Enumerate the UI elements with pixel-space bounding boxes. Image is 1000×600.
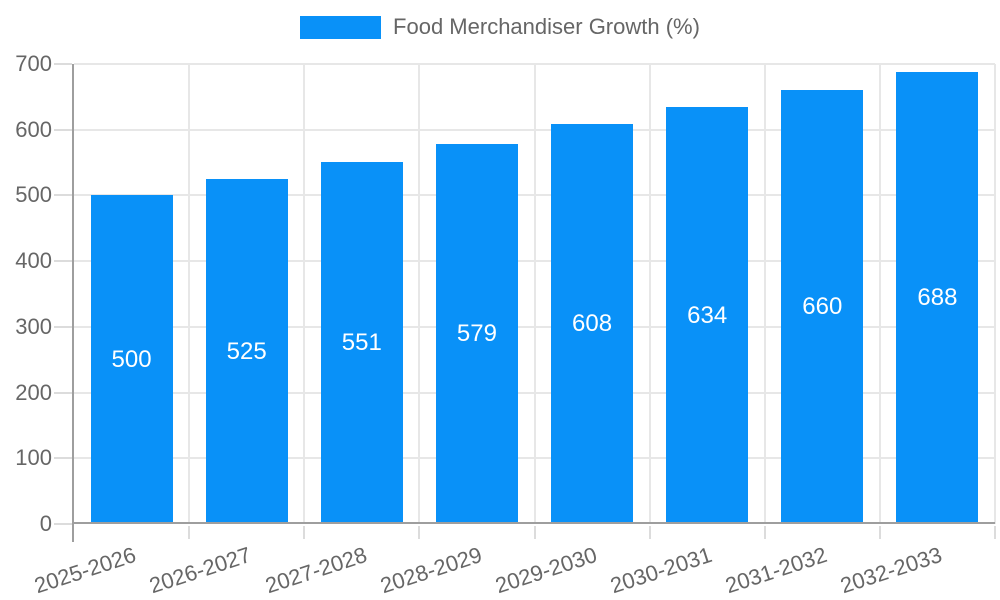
bar-2025-2026[interactable] [90,195,173,524]
x-tick-8 [994,526,996,539]
x-tick-4 [533,526,536,539]
x-axis-label-2025-2026: 2025-2026 [31,542,140,599]
y-axis-label-500: 500 [15,182,52,208]
x-axis-label-2026-2027: 2026-2027 [146,542,255,599]
gridline-x-2 [303,64,306,524]
plot-area: 0 100 200 300 400 500 600 700 500 525 551 579 608 634… [15,51,996,598]
gridline-x-4 [533,64,536,524]
y-axis-label-600: 600 [15,116,52,142]
bar-2030-2031[interactable] [666,107,749,524]
bar-value-2030-2031: 634 [687,301,728,329]
x-axis-line [72,522,995,524]
gridline-x-6 [763,64,766,524]
bar-value-2026-2027: 525 [226,337,267,365]
x-axis-label-2030-2031: 2030-2031 [607,542,715,599]
bar-2027-2028[interactable] [320,161,403,524]
x-tick-1 [188,526,191,539]
bar-2031-2032[interactable] [781,90,864,524]
bar-2028-2029[interactable] [435,143,518,524]
x-tick-7 [878,526,881,539]
gridline-x-3 [418,64,421,524]
legend[interactable]: Food Merchandiser Growth (%) [0,14,1000,40]
x-tick-3 [418,526,421,539]
y-axis-line [72,64,74,542]
bar-value-2032-2033: 688 [917,283,958,311]
x-axis-label-2027-2028: 2027-2028 [261,542,370,599]
gridline-x-5 [648,64,651,524]
x-tick-6 [763,526,766,539]
bar-value-2027-2028: 551 [341,328,382,356]
y-axis-label-700: 700 [15,51,52,76]
x-axis-label-2032-2033: 2032-2033 [837,542,946,599]
y-tick-300 [54,325,72,328]
y-tick-100 [54,457,72,460]
bar-value-2029-2030: 608 [572,310,613,338]
legend-label: Food Merchandiser Growth (%) [393,14,700,39]
gridline-x-7 [878,64,881,524]
bar-2032-2033[interactable] [896,71,979,524]
y-tick-500 [54,194,72,197]
y-tick-0 [54,523,72,525]
y-axis-label-400: 400 [15,248,52,274]
y-tick-200 [54,391,72,394]
y-tick-600 [54,128,72,131]
x-axis-label-2031-2032: 2031-2032 [722,542,831,599]
x-tick-5 [648,526,651,539]
bar-value-2031-2032: 660 [802,293,843,321]
y-axis-label-0: 0 [39,511,52,536]
bar-2029-2030[interactable] [551,124,634,524]
y-axis-label-300: 300 [15,313,52,339]
y-tick-700 [54,63,72,65]
y-tick-400 [54,260,72,263]
legend-swatch [300,15,382,39]
x-tick-2 [303,526,306,539]
bar-value-2025-2026: 500 [111,345,152,373]
bar-2026-2027[interactable] [205,179,288,524]
y-axis-label-100: 100 [15,445,52,471]
x-axis-label-2028-2029: 2028-2029 [376,542,485,599]
gridline-x-1 [188,64,191,524]
x-axis-label-2029-2030: 2029-2030 [491,542,600,599]
gridline-x-8 [994,64,996,524]
y-axis-label-200: 200 [15,379,52,405]
bar-value-2028-2029: 579 [456,319,497,347]
